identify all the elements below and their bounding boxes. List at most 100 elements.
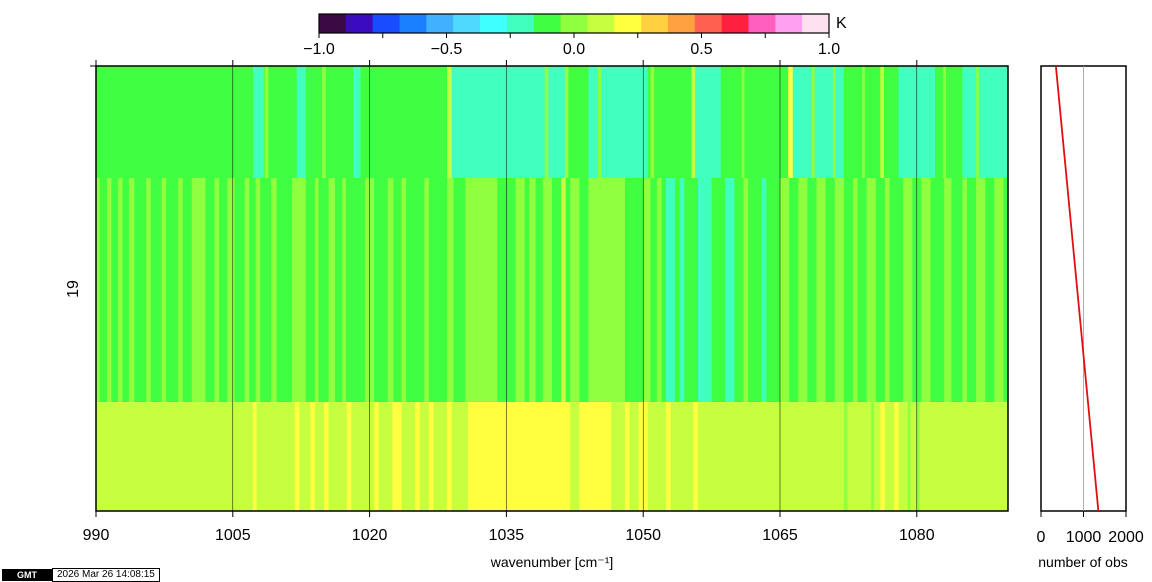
x-tick-label: 1065 <box>762 527 798 544</box>
obs-x-tick-label: 0 <box>1037 529 1046 546</box>
x-tick-label: 1050 <box>625 527 661 544</box>
heatmap-cell <box>944 178 952 402</box>
x-axis-label: wavenumber [cm⁻¹] <box>490 554 614 570</box>
heatmap-cell <box>656 178 662 402</box>
colorbar-swatch <box>506 14 535 33</box>
heatmap-cell <box>324 402 329 511</box>
heatmap-cell <box>650 66 655 178</box>
colorbar-tick-label: −0.5 <box>431 41 463 58</box>
heatmap-cell <box>597 66 602 178</box>
colorbar-swatch <box>802 14 830 33</box>
y-tick-label: 19 <box>65 280 82 298</box>
heatmap-cell <box>880 402 885 511</box>
heatmap-panel: 990 1005 1020 1035 1050 1065 1080 19 wavenumbe… <box>65 60 1009 570</box>
heatmap-cell <box>843 402 848 511</box>
heatmap-cell <box>916 402 920 511</box>
colorbar-unit-label: K <box>836 15 847 32</box>
obs-x-tick-label: 1000 <box>1066 529 1102 546</box>
heatmap-cell <box>976 178 986 402</box>
colorbar-swatch <box>426 14 454 33</box>
x-tick-label: 990 <box>83 527 110 544</box>
colorbar: −1.0 −0.5 0.0 0.5 1.0 K <box>303 13 847 58</box>
heatmap-cell <box>994 178 1004 402</box>
heatmap-cell <box>415 402 420 511</box>
heatmap-cell <box>392 402 402 511</box>
x-tick-label: 1020 <box>352 527 388 544</box>
heatmap-cell <box>921 178 931 402</box>
colorbar-swatch <box>748 14 776 33</box>
heatmap-cell <box>943 66 946 178</box>
timestamp-label: 2026 Mar 26 14:08:15 <box>52 568 160 582</box>
x-tick-label: 1035 <box>489 527 525 544</box>
heatmap-cell <box>328 178 335 402</box>
heatmap-cell <box>907 402 911 511</box>
heatmap-cell <box>322 66 326 178</box>
heatmap-cell <box>346 402 352 511</box>
heatmap-cell <box>227 178 235 402</box>
heatmap-cell <box>542 178 552 402</box>
heatmap-cell <box>161 178 167 402</box>
heatmap-cell <box>271 178 277 402</box>
heatmap-cell <box>816 178 826 402</box>
colorbar-swatch <box>319 14 347 33</box>
heatmap-cell <box>292 178 306 402</box>
heatmap-cell <box>884 178 890 402</box>
heatmap-cell <box>401 178 407 402</box>
heatmap-cell <box>962 178 967 402</box>
colorbar-tick-label: −1.0 <box>303 41 335 58</box>
colorbar-swatch <box>667 14 696 33</box>
heatmap-cell <box>374 402 379 511</box>
heatmap-cell <box>741 66 745 178</box>
heatmap-cell <box>468 402 571 511</box>
colorbar-swatch <box>587 14 615 33</box>
colorbar-swatch <box>533 14 562 33</box>
heatmap-cell <box>894 402 899 511</box>
heatmap-cell <box>643 178 651 402</box>
colorbar-swatch <box>372 14 401 33</box>
heatmap-cell <box>579 402 612 511</box>
heatmap-cell <box>314 178 319 402</box>
obs-count-line <box>1054 65 1100 512</box>
x-tick-label: 1080 <box>899 527 935 544</box>
heatmap-cell <box>296 66 306 178</box>
heatmap-cell <box>962 66 1008 178</box>
heatmap-frame <box>95 65 1009 512</box>
heatmap-cell <box>852 178 858 402</box>
heatmap-cell <box>666 178 676 402</box>
heatmap-cell <box>529 178 536 402</box>
heatmap-cell <box>117 178 123 402</box>
colorbar-tick-label: 0.0 <box>563 41 585 58</box>
colorbar-swatch <box>775 14 803 33</box>
heatmap-cell <box>866 178 876 402</box>
heatmap-cell <box>798 178 808 402</box>
heatmap-cell <box>679 178 685 402</box>
x-tick-label: 1005 <box>215 527 251 544</box>
heatmap-cell <box>834 178 844 402</box>
heatmap-cell <box>252 402 257 511</box>
colorbar-swatch <box>480 14 508 33</box>
heatmap-cell <box>294 402 300 511</box>
obs-axis-label: number of obs <box>1038 554 1128 570</box>
heatmap-cell <box>697 178 712 402</box>
heatmap-cell <box>264 66 269 178</box>
heatmap-cell <box>561 178 566 402</box>
heatmap-cell <box>214 178 220 402</box>
colorbar-swatch <box>694 14 723 33</box>
colorbar-swatch <box>614 14 642 33</box>
heatmap-cell <box>862 66 865 178</box>
heatmap-cell <box>624 402 630 511</box>
colorbar-swatch <box>721 14 749 33</box>
heatmap-cell <box>515 178 525 402</box>
heatmap-cell <box>146 178 151 402</box>
heatmap-cell <box>310 402 315 511</box>
colorbar-swatch <box>453 14 481 33</box>
heatmap-cell <box>544 66 549 178</box>
colorbar-swatch <box>399 14 427 33</box>
obs-count-panel: 0 1000 2000 number of obs <box>1037 65 1144 570</box>
colorbar-tick-label: 1.0 <box>818 41 840 58</box>
heatmap-cell <box>255 178 261 402</box>
heatmap-cell <box>244 178 250 402</box>
heatmap-cell <box>353 66 361 178</box>
heatmap-cell <box>811 66 815 178</box>
